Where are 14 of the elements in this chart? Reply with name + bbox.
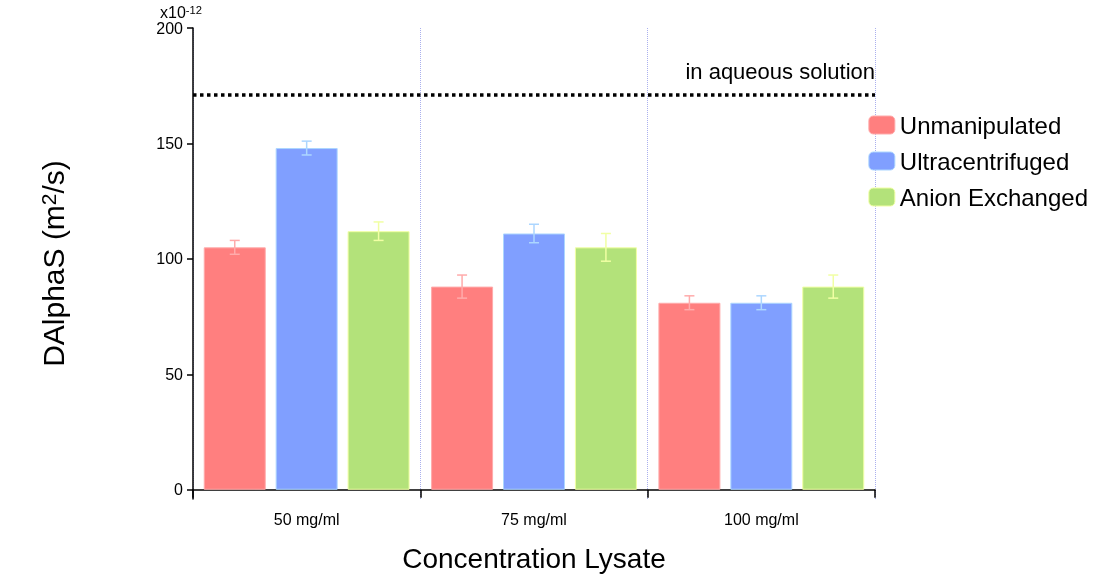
y-axis-title: DAlphaS (m2/s) (36, 160, 70, 367)
ref-line-label: in aqueous solution (685, 59, 875, 85)
y-tick-label: 150 (156, 134, 184, 152)
x-tick-label: 50 mg/ml (273, 510, 340, 528)
y-tick-label: 50 (165, 365, 184, 383)
y-tick-label: 100 (156, 250, 184, 268)
x-tick-label: 75 mg/ml (501, 510, 567, 528)
x-tick-label: 100 mg/ml (723, 510, 799, 528)
y-tick-label: 200 (156, 19, 184, 37)
legend-label: Ultracentrifuged (899, 147, 1070, 175)
legend-label: Unmanipulated (899, 111, 1062, 139)
legend-label: Anion Exchanged (899, 183, 1089, 211)
x-axis-title: Concentration Lysate (402, 542, 666, 574)
y-tick-label: 0 (174, 481, 184, 499)
